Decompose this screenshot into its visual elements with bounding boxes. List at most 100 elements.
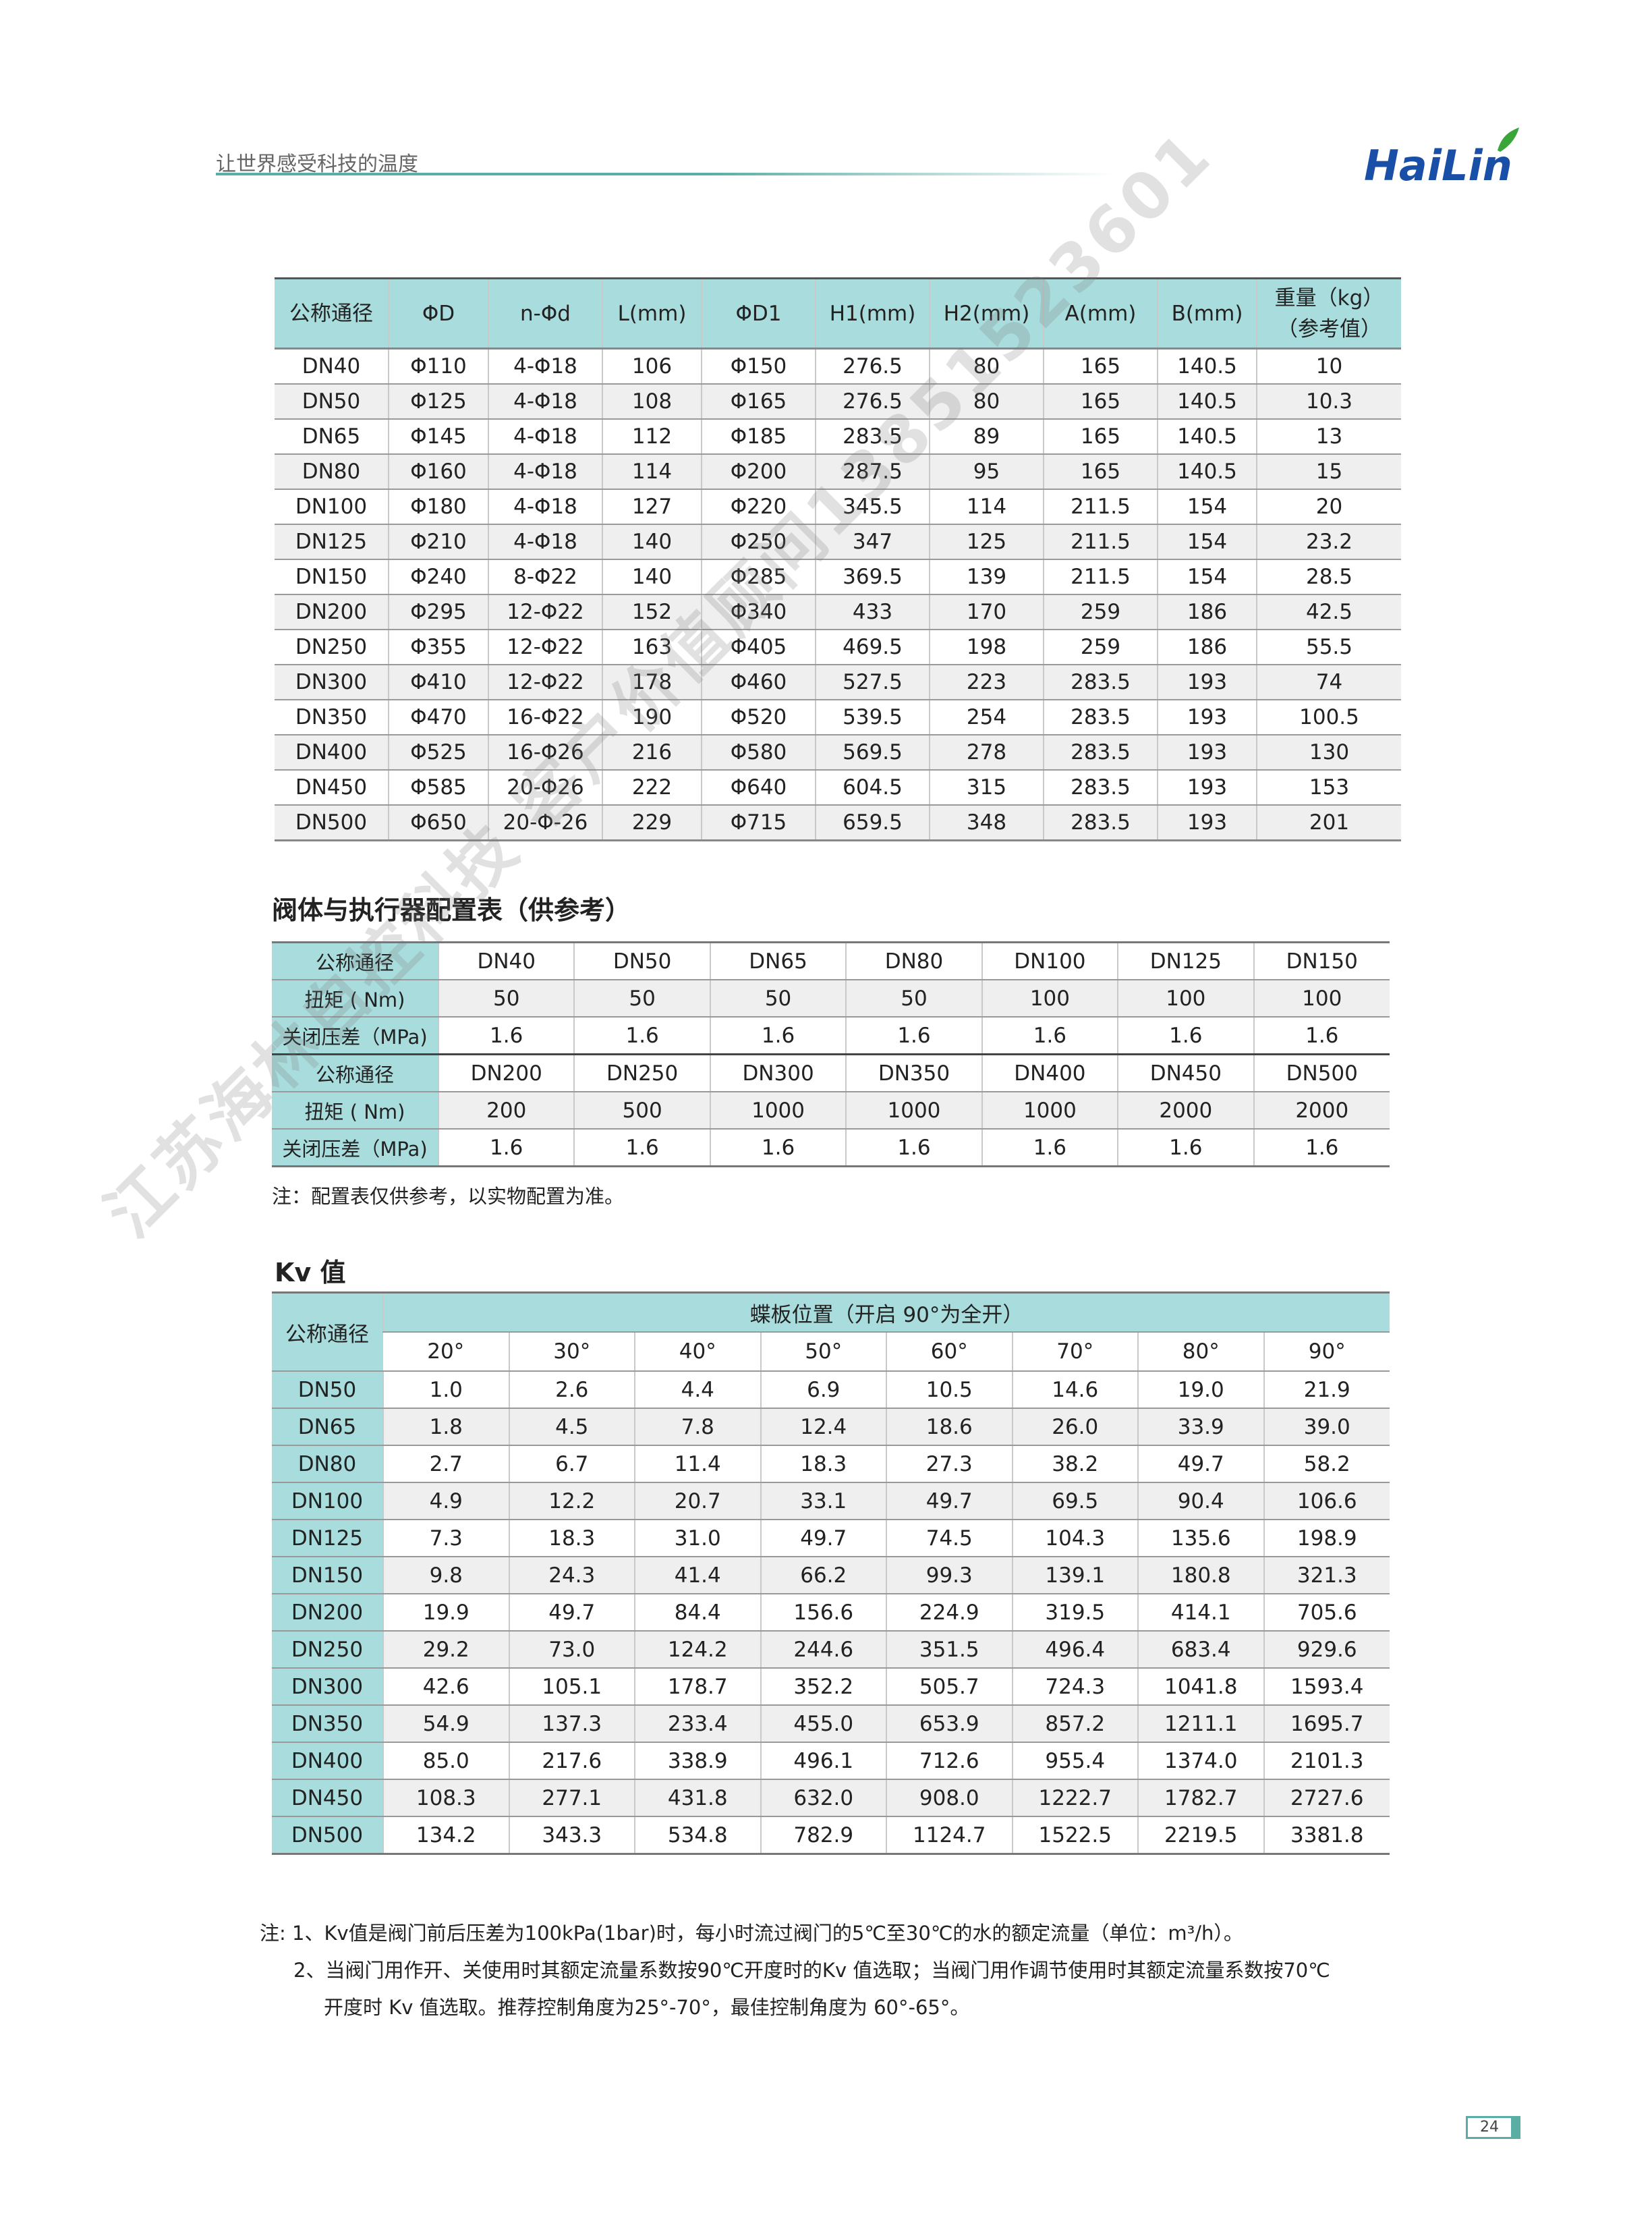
angle-header: 20° [383,1332,509,1372]
table-cell: 100 [981,980,1118,1018]
angle-header: 70° [1011,1332,1138,1372]
table-cell: 4-Φ18 [488,384,602,420]
table-cell: 6.7 [508,1445,635,1483]
table-cell: 224.9 [886,1594,1013,1632]
table-cell: 683.4 [1137,1631,1264,1669]
table-cell: Φ220 [701,489,816,525]
table-cell: 165 [1043,454,1158,490]
table-cell: 217.6 [508,1742,635,1780]
table-cell: 1.6 [709,1129,847,1167]
column-header: A(mm) [1043,278,1158,350]
column-header: L(mm) [602,278,702,350]
row-label: 扭矩 ( Nm) [272,980,438,1018]
table-cell: 178.7 [634,1668,761,1706]
table-cell: 283.5 [1043,665,1158,700]
table-cell: 50 [573,980,710,1018]
table-cell: 41.4 [634,1557,761,1594]
column-header: B(mm) [1157,278,1257,350]
table-cell: 500 [573,1092,710,1130]
table-cell: 49.7 [760,1520,886,1557]
table-cell: 33.1 [760,1482,886,1520]
table-cell: Φ715 [701,805,816,841]
table-cell: 12-Φ22 [488,630,602,665]
table-cell: 632.0 [760,1779,886,1817]
table-cell: 351.5 [886,1631,1013,1669]
table-cell: 163 [602,630,702,665]
column-header: ΦD [388,278,488,350]
table-cell: 7.8 [634,1408,761,1446]
table-cell: 1.6 [437,1017,575,1055]
table-cell: 724.3 [1011,1668,1138,1706]
table-cell: 18.3 [760,1445,886,1483]
table-row: DN50 Φ125 4-Φ18 108 Φ165 276.5 80 165 140.5 10.3 [275,384,1401,420]
table-cell: 39.0 [1263,1408,1390,1446]
table-cell: Φ250 [701,524,816,560]
table-row: 公称通径 DN40 DN50 DN65 DN80 DN100 DN125 DN150 [272,942,1390,980]
table-cell: 12.2 [508,1482,635,1520]
table-cell: 283.5 [815,419,930,455]
table-cell: 180.8 [1137,1557,1264,1594]
actuator-table-title: 阀体与执行器配置表（供参考） [272,895,631,925]
table-cell: 1.6 [709,1017,847,1055]
header-divider [216,173,1113,175]
table-cell: 153 [1256,770,1401,806]
table-cell: 178 [602,665,702,700]
table-cell: 105.1 [508,1668,635,1706]
table-cell: 712.6 [886,1742,1013,1780]
table-cell: 1522.5 [1011,1816,1138,1855]
kv-table: 公称通径 蝶板位置（开启 90°为全开） 20° 30° 40° 50° 60° 70° 8… [272,1291,1390,1855]
kv-group-header: 蝶板位置（开启 90°为全开） [382,1292,1390,1333]
table-row: 关闭压差（MPa) 1.6 1.6 1.6 1.6 1.6 1.6 1.6 [272,1129,1390,1167]
table-cell: 1.6 [573,1017,710,1055]
table-cell: 211.5 [1043,559,1158,595]
table-cell: 140.5 [1157,454,1257,490]
table-cell: 1000 [709,1092,847,1130]
table-cell: 276.5 [815,384,930,420]
table-cell: 321.3 [1263,1557,1390,1594]
table-row: DN350 Φ470 16-Φ22 190 Φ520 539.5 254 283.5 193 10… [275,700,1401,735]
table-cell: 50 [845,980,982,1018]
table-row: DN250 29.2 73.0 124.2 244.6 351.5 496.4 683.4 92… [272,1631,1390,1669]
column-header: 公称通径 [275,278,389,350]
table-cell: 659.5 [815,805,930,841]
table-cell: 200 [437,1092,575,1130]
table-cell: 1.6 [1253,1017,1390,1055]
actuator-config-table: 公称通径 DN40 DN50 DN65 DN80 DN100 DN125 DN150 扭矩 ( … [272,941,1390,1167]
table-cell: 74.5 [886,1520,1013,1557]
row-label: DN500 [272,1816,383,1855]
table-cell: DN150 [275,559,389,595]
table-row: DN65 Φ145 4-Φ18 112 Φ185 283.5 89 165 140.5 13 [275,419,1401,455]
table-cell: 89 [929,419,1044,455]
table-cell: Φ650 [388,805,488,841]
table-cell: 223 [929,665,1044,700]
table-cell: DN80 [275,454,389,490]
table-cell: Φ410 [388,665,488,700]
table-cell: 1.6 [981,1017,1118,1055]
column-header: n-Φd [488,278,602,350]
table-cell: 58.2 [1263,1445,1390,1483]
table-cell: DN400 [275,735,389,771]
table-cell: 3381.8 [1263,1816,1390,1855]
table-cell: 134.2 [382,1816,509,1855]
table-cell: 50 [709,980,847,1018]
table-cell: 11.4 [634,1445,761,1483]
table-cell: Φ160 [388,454,488,490]
table-cell: 193 [1157,665,1257,700]
table-cell: 2.7 [382,1445,509,1483]
table-cell: DN450 [1117,1054,1254,1092]
table-row: DN400 85.0 217.6 338.9 496.1 712.6 955.4 1374.0… [272,1742,1390,1780]
table-cell: 1.6 [437,1129,575,1167]
kv-row-header: 公称通径 [272,1292,383,1372]
kv-note-1: 注: 1、Kv值是阀门前后压差为100kPa(1bar)时，每小时流过阀门的5℃… [260,1922,1243,1945]
angle-header: 30° [508,1332,635,1372]
angle-header: 90° [1263,1332,1390,1372]
table-cell: 193 [1157,700,1257,735]
table-cell: 156.6 [760,1594,886,1632]
table-cell: DN100 [275,489,389,525]
table-cell: 186 [1157,630,1257,665]
table-cell: 14.6 [1011,1371,1138,1409]
table-cell: 10.3 [1256,384,1401,420]
table-cell: 170 [929,594,1044,630]
row-label: DN50 [272,1371,383,1409]
row-label: DN80 [272,1445,383,1483]
